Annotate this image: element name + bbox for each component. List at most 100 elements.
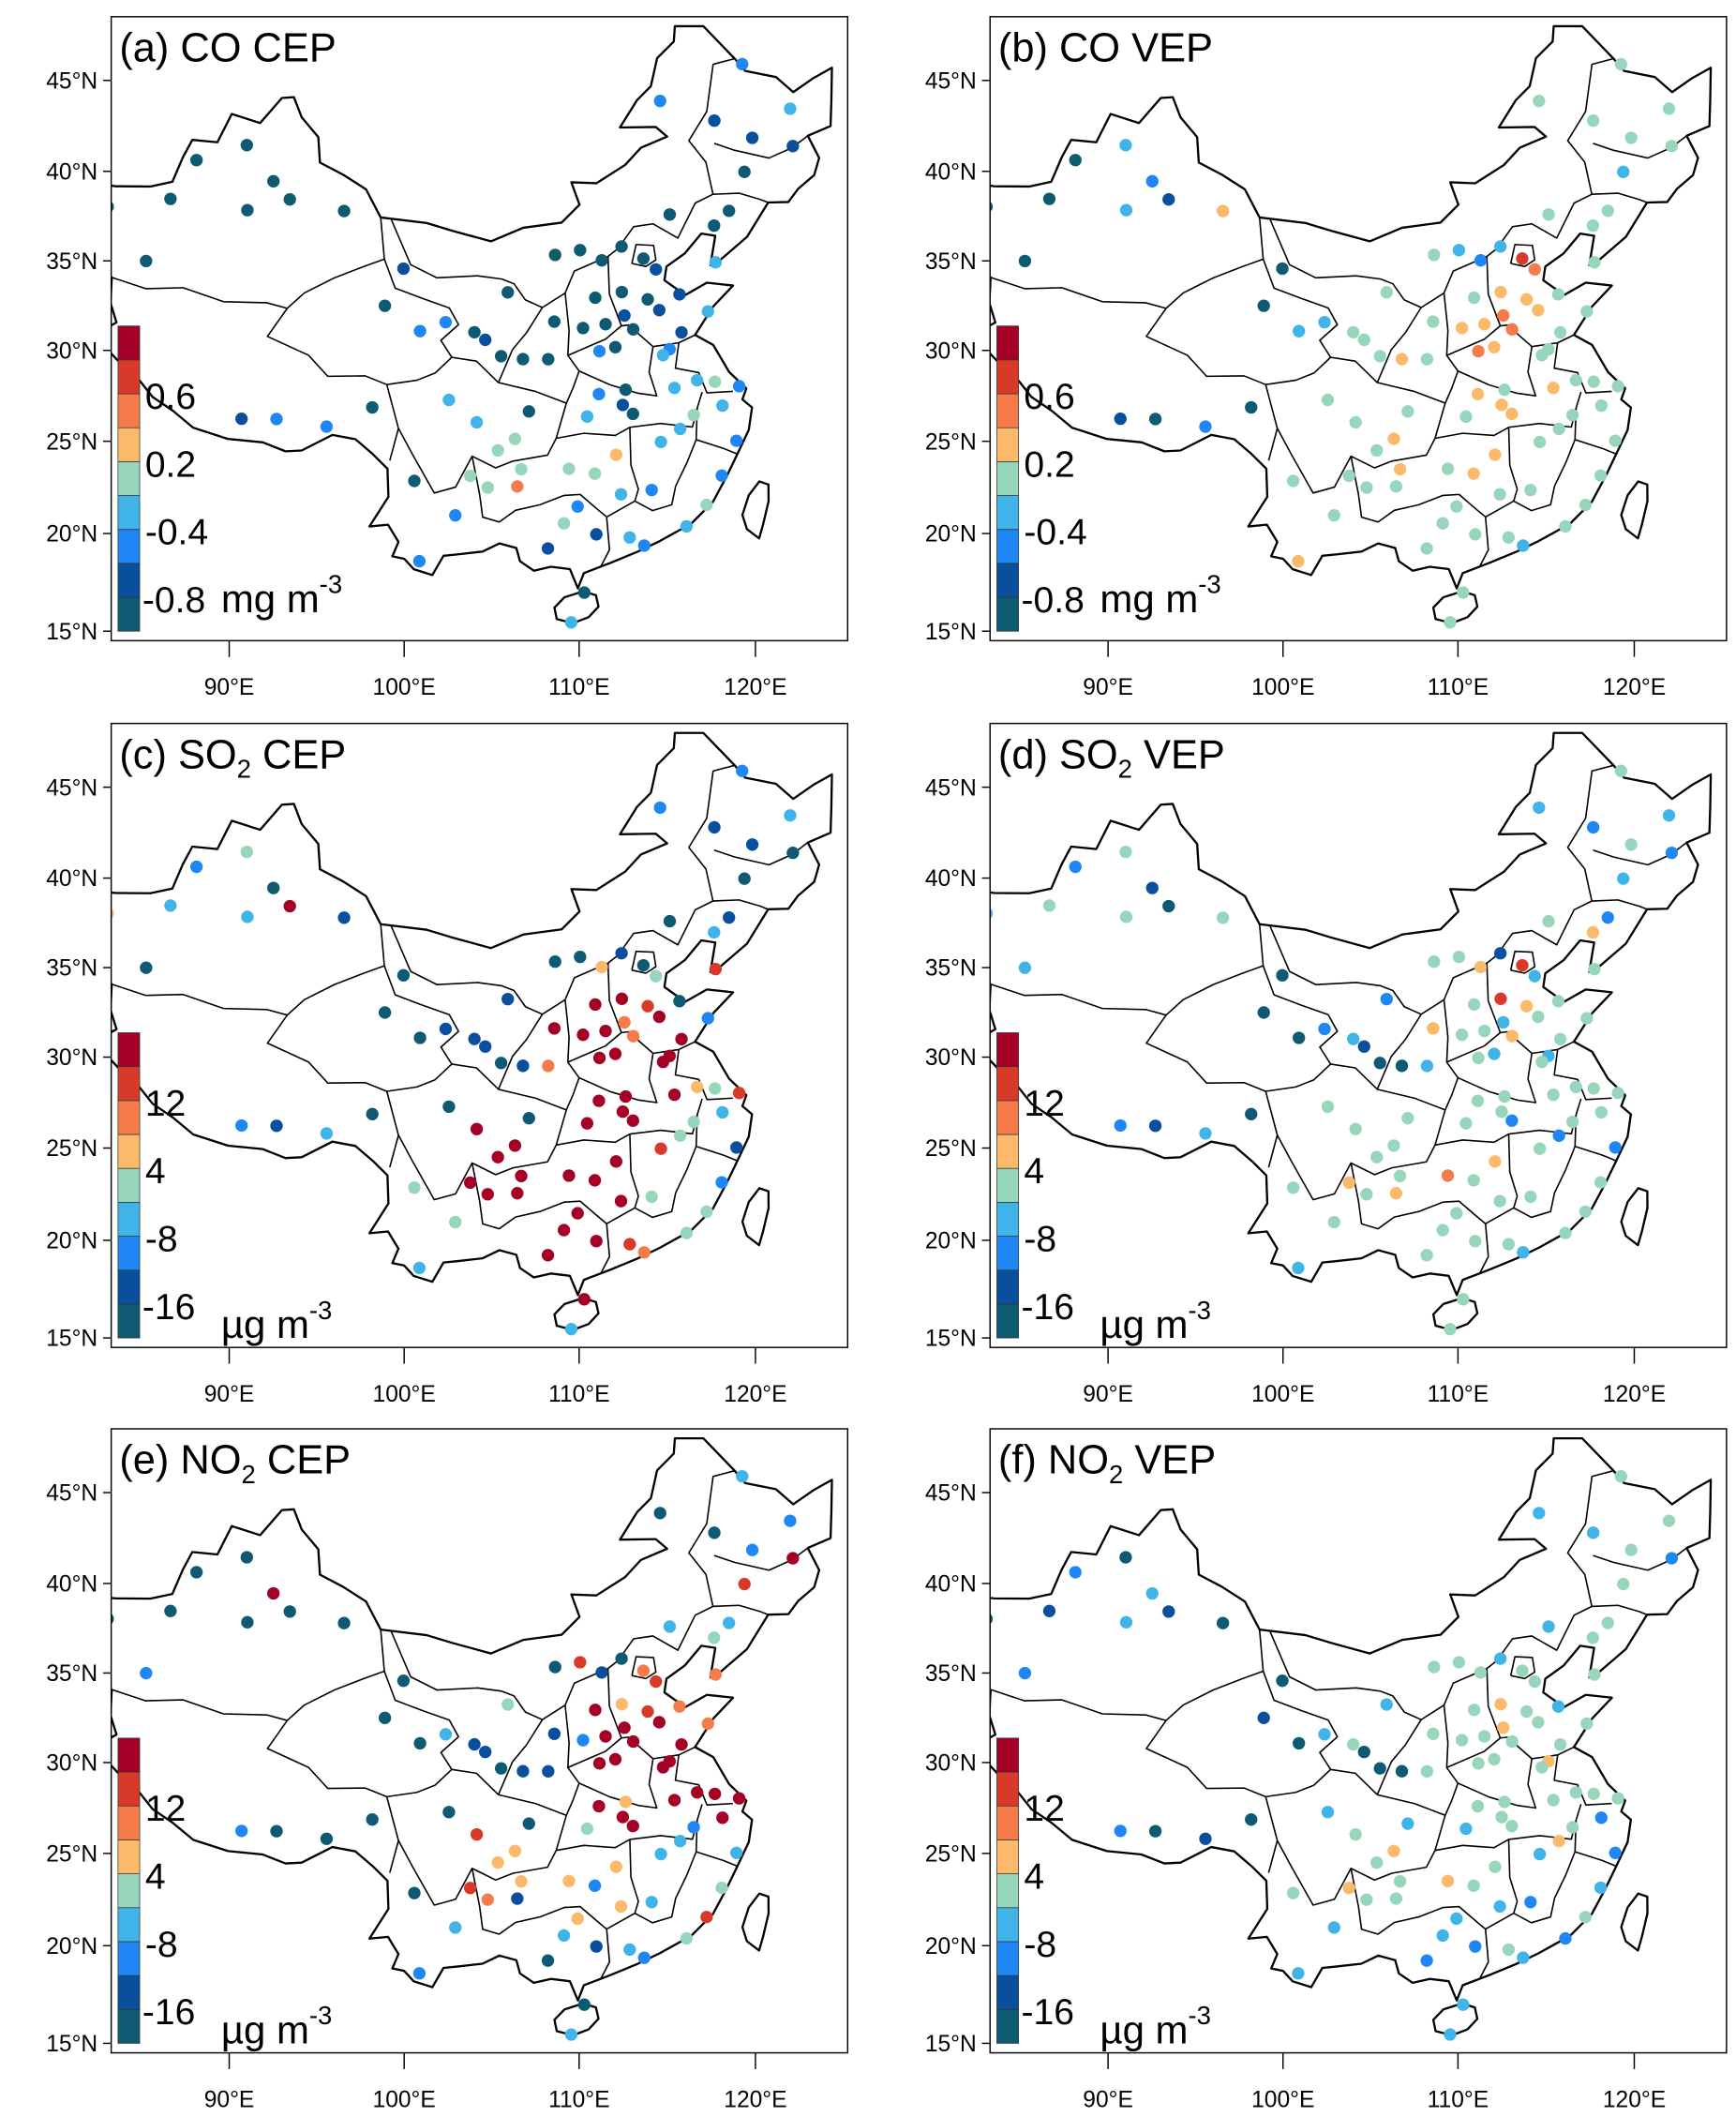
station-dot (1569, 373, 1582, 387)
station-dot (1502, 531, 1516, 544)
station-dot (1474, 254, 1488, 267)
station-dot (1393, 1875, 1407, 1888)
station-dot (1471, 1799, 1485, 1813)
station-dot (1292, 554, 1305, 568)
province-boundary (1553, 342, 1612, 394)
station-dot (618, 308, 631, 323)
station-dot (619, 1089, 633, 1104)
map-area (990, 24, 1713, 629)
station-dot (709, 962, 723, 976)
station-dot (636, 1664, 651, 1677)
station-dot (479, 1745, 492, 1759)
station-dot (590, 1940, 603, 1953)
station-dot (615, 992, 629, 1005)
station-dot (732, 1087, 746, 1100)
panel-title: (c) SO2 CEP (119, 732, 346, 783)
station-dot (541, 1954, 555, 1967)
station-dot (1580, 1012, 1594, 1025)
lat-tick-label: 45°N (925, 68, 977, 94)
province-boundary (266, 1719, 399, 1873)
station-dot (786, 846, 800, 860)
station-dot (522, 1112, 535, 1125)
station-dot (481, 1188, 494, 1201)
lat-tick-label: 40°N (46, 159, 97, 185)
station-dot (1347, 1737, 1360, 1751)
colorbar-swatch (996, 1066, 1019, 1102)
station-dot (1516, 252, 1529, 265)
colorbar-swatch (996, 1303, 1019, 1339)
station-dot (412, 1967, 427, 1980)
station-dot (1579, 1205, 1593, 1219)
station-dot (1551, 1700, 1565, 1713)
station-dot (1401, 1817, 1414, 1830)
province-boundary (383, 965, 459, 1092)
province-boundary (1509, 1656, 1536, 1680)
station-dot (140, 254, 153, 268)
station-dot (1457, 586, 1470, 599)
station-dot (673, 288, 686, 301)
station-dot (701, 1717, 714, 1731)
station-dot (1594, 1176, 1608, 1189)
lat-tick-label: 25°N (46, 1842, 97, 1868)
map-area (111, 24, 833, 629)
station-dot (588, 467, 602, 480)
station-dot (1559, 519, 1572, 533)
station-dot (1587, 375, 1600, 388)
colorbar-label: -8 (1024, 1219, 1056, 1259)
station-dot (636, 252, 651, 265)
station-dot (378, 1711, 392, 1724)
station-dot (1502, 1943, 1516, 1957)
colorbar-label: 12 (145, 1084, 186, 1124)
province-boundary (631, 950, 657, 974)
province-boundary (990, 923, 1265, 1016)
station-dot (267, 881, 280, 894)
station-dot (673, 1700, 686, 1713)
lat-tick-label: 45°N (925, 775, 977, 801)
province-boundary (629, 1839, 639, 1914)
station-dot (687, 1115, 700, 1129)
station-dot (990, 202, 994, 212)
station-dot (501, 1698, 515, 1711)
station-dot (1569, 1080, 1582, 1094)
lon-tick-label: 110°E (1428, 2087, 1489, 2112)
colorbar-label: -16 (1021, 1287, 1073, 1328)
station-dot (189, 860, 203, 874)
station-dot (716, 1811, 729, 1824)
station-dot (1420, 1249, 1433, 1262)
station-dot (715, 469, 728, 482)
colorbar-swatch (996, 529, 1019, 564)
station-dot (1494, 1698, 1507, 1711)
province-boundary (1443, 999, 1459, 1111)
province-boundary (1145, 1719, 1279, 1873)
colorbar-label: 12 (145, 1789, 186, 1829)
title-subscript: 2 (242, 1460, 256, 1489)
province-boundary (497, 307, 544, 383)
colorbar-swatch (117, 1805, 141, 1840)
station-dot (708, 1787, 722, 1801)
station-dot (1393, 462, 1407, 476)
province-boundary (631, 244, 657, 267)
province-boundary (629, 1134, 639, 1209)
colorbar-swatch (996, 1805, 1019, 1840)
station-dot (571, 1207, 584, 1220)
station-dot (1119, 203, 1133, 217)
province-boundary (674, 1754, 733, 1807)
unit-exponent: -3 (320, 570, 342, 599)
panel-frame (110, 1428, 849, 2054)
station-dot (609, 1155, 622, 1168)
lat-tick-label: 25°N (925, 429, 977, 455)
station-dot (320, 1127, 334, 1140)
station-dot (1389, 1187, 1403, 1200)
station-dot (786, 1552, 800, 1565)
colorbar-swatch (117, 427, 141, 462)
title-subscript: 2 (1109, 1460, 1123, 1489)
station-dot (1452, 244, 1466, 257)
station-dot (1565, 1821, 1579, 1834)
station-dot (1436, 1224, 1449, 1237)
map-panel-no2-vep: 45°N 40°N 35°N 30°N 25°N 20°N 15°N 90°E 100°E 110… (925, 1428, 1728, 2112)
colorbar-swatch (996, 461, 1019, 496)
lon-tick-label: 90°E (204, 2087, 255, 2112)
lat-tick-label: 25°N (46, 1136, 97, 1162)
station-dot (1387, 1139, 1400, 1152)
china-border (111, 1436, 833, 2002)
